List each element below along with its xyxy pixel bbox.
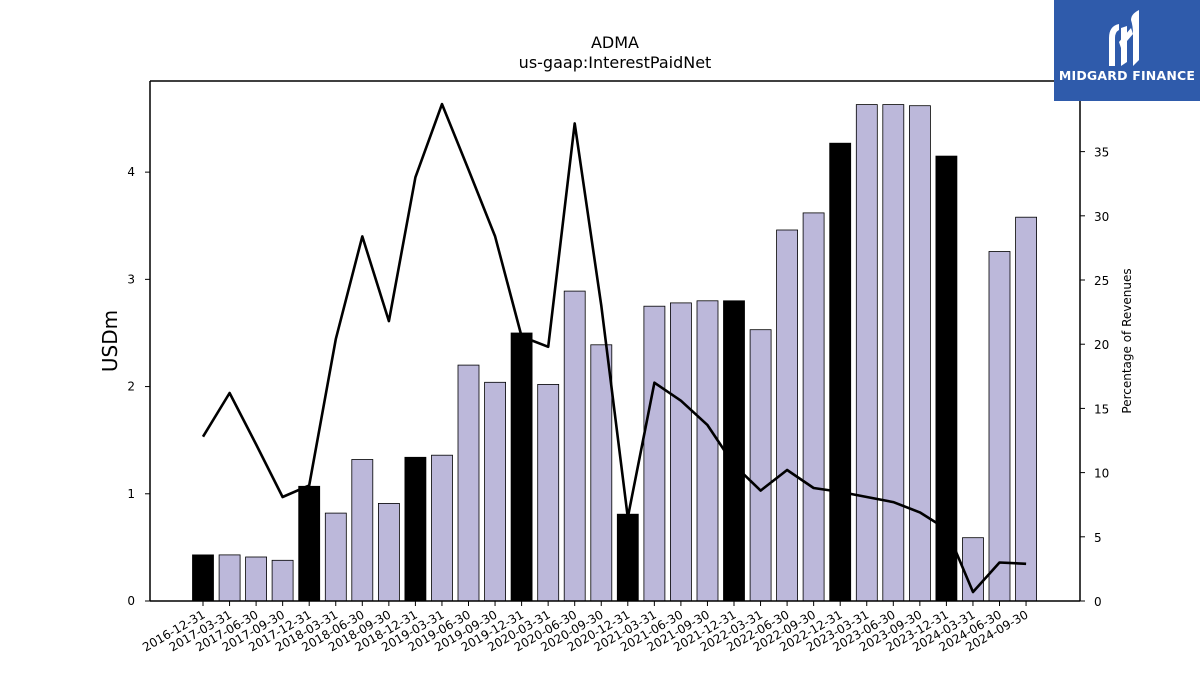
midgard-finance-logo: MIDGARD FINANCE bbox=[1054, 0, 1200, 101]
bar-2024-09-30 bbox=[1015, 216, 1037, 602]
bar-2021-12-31 bbox=[723, 300, 745, 602]
bar-2020-09-30 bbox=[590, 344, 613, 602]
bar-2020-03-31 bbox=[537, 383, 560, 602]
bar-2017-09-30 bbox=[271, 559, 294, 602]
bar-2023-09-30 bbox=[909, 105, 931, 602]
bar-series bbox=[192, 104, 1037, 602]
bar-2022-09-30 bbox=[802, 212, 825, 602]
chart-subtitle: us-gaap:InterestPaidNet bbox=[519, 53, 712, 72]
y2-axis-label: Percentage of Revenues bbox=[1120, 268, 1134, 413]
y-tick-label: 4 bbox=[127, 165, 135, 179]
y-tick-label: 0 bbox=[127, 594, 135, 608]
bar-2017-06-30 bbox=[245, 556, 268, 602]
x-axis-ticks: 2016-12-312017-03-312017-06-302017-09-30… bbox=[140, 601, 1031, 654]
bar-2017-12-31 bbox=[298, 485, 321, 602]
bar-2018-09-30 bbox=[377, 502, 400, 602]
bar-2021-06-30 bbox=[670, 302, 692, 602]
y-tick-label: 3 bbox=[127, 272, 135, 286]
line-series bbox=[201, 102, 1027, 594]
logo-text: MIDGARD FINANCE bbox=[1058, 68, 1196, 83]
chart-title: ADMA bbox=[591, 33, 639, 52]
y2-tick-label: 10 bbox=[1094, 467, 1109, 481]
y-tick-label: 2 bbox=[127, 380, 135, 394]
bar-2022-12-31 bbox=[829, 142, 852, 602]
y2-tick-label: 25 bbox=[1094, 274, 1109, 288]
line-percentage-of-revenues bbox=[201, 102, 1027, 594]
bar-2019-03-31 bbox=[431, 454, 453, 602]
bar-2017-03-31 bbox=[218, 554, 241, 602]
y-axis-ticks: 0 1 2 3 4 bbox=[127, 165, 150, 608]
bar-2022-06-30 bbox=[776, 229, 798, 602]
midgard-logo-icon bbox=[1109, 10, 1139, 66]
y-tick-label: 1 bbox=[127, 487, 135, 501]
y2-tick-label: 35 bbox=[1094, 146, 1109, 160]
bar-2023-06-30 bbox=[882, 104, 905, 602]
y2-axis-ticks: 0 5 10 15 20 25 30 35 bbox=[1080, 146, 1109, 609]
y2-tick-label: 0 bbox=[1094, 595, 1102, 609]
bar-2023-12-31 bbox=[935, 155, 958, 602]
bar-2021-09-30 bbox=[696, 300, 719, 602]
bar-2019-06-30 bbox=[457, 364, 480, 602]
y2-tick-label: 5 bbox=[1094, 531, 1102, 545]
bar-2019-09-30 bbox=[484, 381, 507, 602]
bar-2018-06-30 bbox=[351, 459, 374, 602]
y2-tick-label: 30 bbox=[1094, 210, 1109, 224]
bar-2019-12-31 bbox=[510, 332, 533, 602]
y2-tick-label: 15 bbox=[1094, 402, 1109, 416]
bar-2018-12-31 bbox=[404, 456, 427, 602]
y2-tick-label: 20 bbox=[1094, 338, 1109, 352]
bar-2022-03-31 bbox=[749, 329, 772, 602]
bar-2020-06-30 bbox=[563, 290, 586, 602]
bar-2023-03-31 bbox=[855, 104, 878, 602]
bar-2020-12-31 bbox=[616, 513, 639, 602]
bar-2018-03-31 bbox=[324, 512, 347, 602]
axes bbox=[149, 80, 1081, 602]
y-axis-label: USDm bbox=[98, 310, 122, 372]
bar-2021-03-31 bbox=[643, 305, 666, 602]
bar-2016-12-31 bbox=[192, 554, 214, 602]
bar-2024-06-30 bbox=[988, 251, 1011, 602]
